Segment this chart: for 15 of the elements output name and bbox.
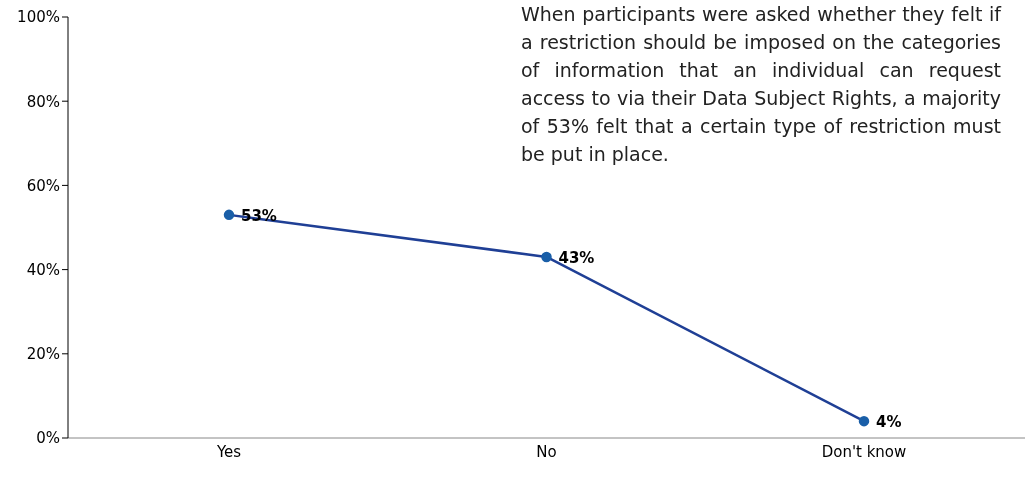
- data-label: 43%: [558, 248, 595, 267]
- y-tick-label: 20%: [26, 345, 60, 364]
- x-tick-label: No: [536, 442, 557, 461]
- point: [541, 251, 552, 263]
- y-tick-label: 40%: [26, 260, 60, 279]
- y-tick-label: 60%: [26, 176, 60, 195]
- y-tick-label: 80%: [26, 92, 60, 111]
- y-tick-label: 100%: [17, 8, 60, 27]
- point: [858, 415, 870, 427]
- data-label: 4%: [876, 413, 902, 432]
- annotation: When participants were asked whether they felt if a restriction should be imposed on the categories of information that an individual can request access to via their Data Subject Rights, a majority of 53% felt that a certain type of restriction must be put in place.: [521, 2, 1001, 167]
- x-tick-label: Yes: [215, 442, 242, 461]
- x-tick-label: Don't know: [821, 442, 907, 461]
- point: [223, 209, 235, 221]
- y-tick-label: 0%: [36, 429, 60, 448]
